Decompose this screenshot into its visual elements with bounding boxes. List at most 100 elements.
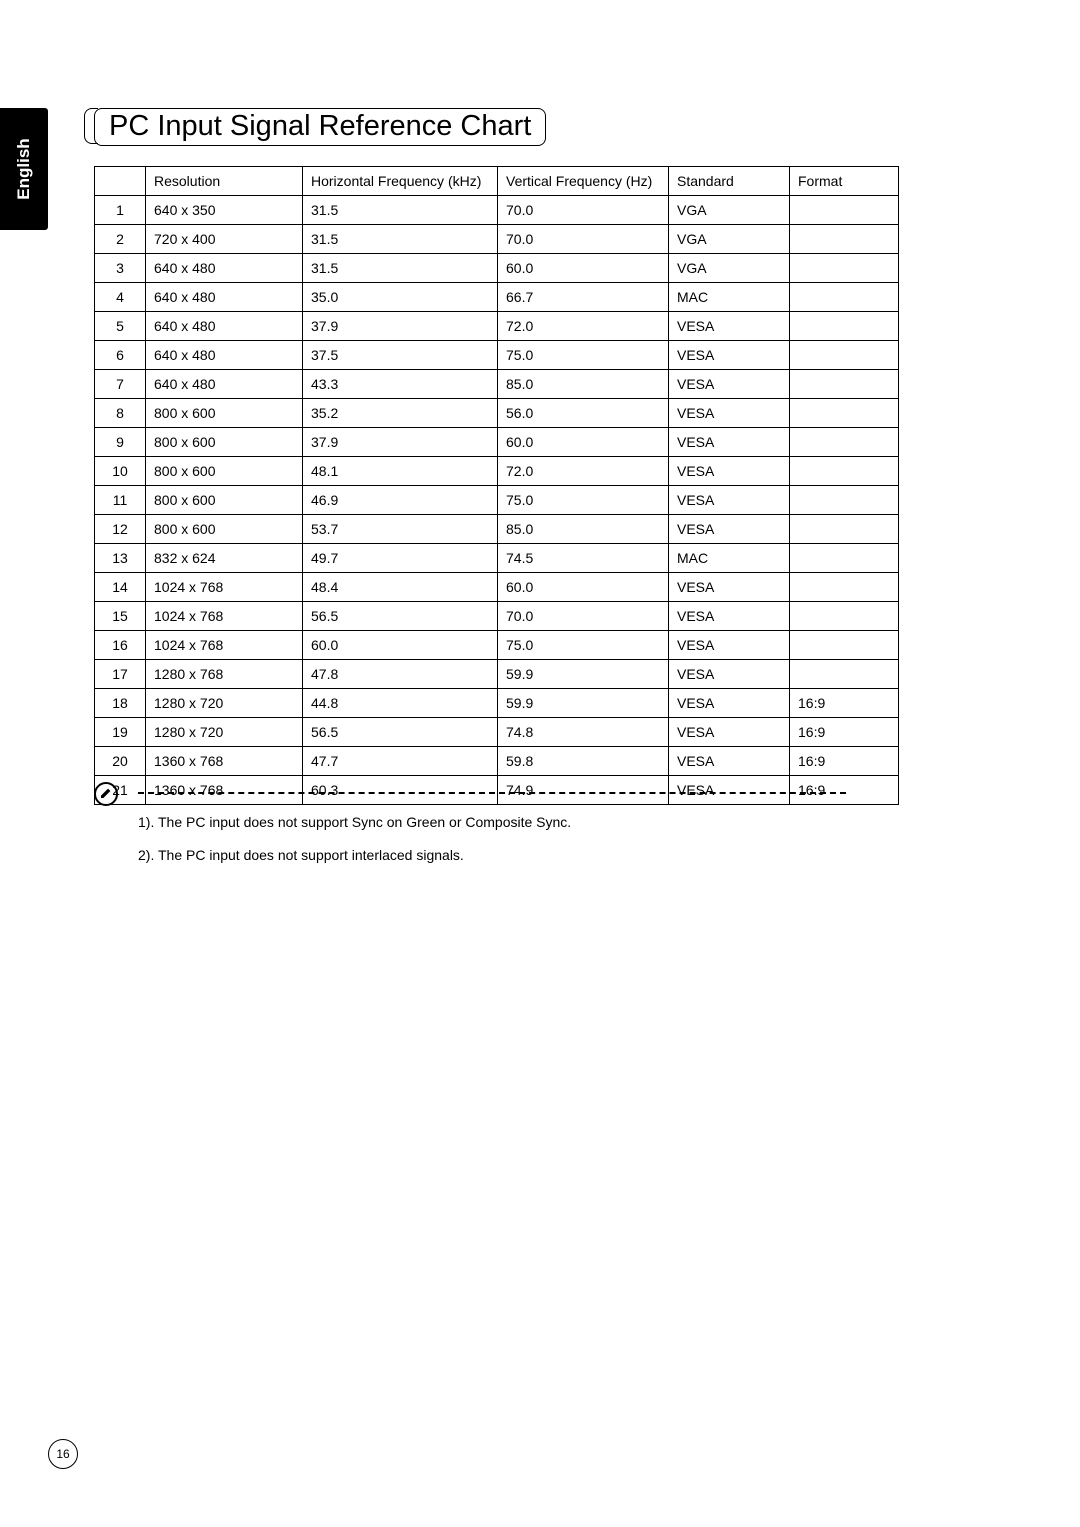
- table-cell: 16:9: [790, 718, 899, 747]
- table-cell: 31.5: [303, 254, 498, 283]
- table-cell: VESA: [669, 312, 790, 341]
- table-body: 1640 x 35031.570.0VGA2720 x 40031.570.0V…: [95, 196, 899, 805]
- table-cell: 12: [95, 515, 146, 544]
- table-row: 211360 x 76860.374.9VESA16:9: [95, 776, 899, 805]
- table-cell: 74.9: [498, 776, 669, 805]
- table-cell: 8: [95, 399, 146, 428]
- table-row: 1640 x 35031.570.0VGA: [95, 196, 899, 225]
- table-cell: [790, 370, 899, 399]
- table-row: 9800 x 60037.960.0VESA: [95, 428, 899, 457]
- table-cell: 47.8: [303, 660, 498, 689]
- table-cell: 5: [95, 312, 146, 341]
- table-cell: VGA: [669, 196, 790, 225]
- table-row: 141024 x 76848.460.0VESA: [95, 573, 899, 602]
- table-cell: 4: [95, 283, 146, 312]
- table-cell: [790, 457, 899, 486]
- table-cell: VESA: [669, 776, 790, 805]
- table-cell: [790, 515, 899, 544]
- table-row: 13832 x 62449.774.5MAC: [95, 544, 899, 573]
- table-cell: 1280 x 720: [146, 689, 303, 718]
- table-cell: 43.3: [303, 370, 498, 399]
- table-cell: 11: [95, 486, 146, 515]
- table-row: 6640 x 48037.575.0VESA: [95, 341, 899, 370]
- table-cell: 640 x 480: [146, 312, 303, 341]
- page-number-wrap: 16: [48, 1439, 78, 1469]
- table-cell: 75.0: [498, 486, 669, 515]
- table-cell: VESA: [669, 370, 790, 399]
- table-cell: [790, 283, 899, 312]
- table-cell: [790, 312, 899, 341]
- table-cell: 640 x 480: [146, 341, 303, 370]
- page-number: 16: [48, 1439, 78, 1469]
- table-cell: 60.0: [498, 428, 669, 457]
- table-cell: 1280 x 768: [146, 660, 303, 689]
- table-cell: MAC: [669, 544, 790, 573]
- table-header-cell: Resolution: [146, 167, 303, 196]
- table-cell: 59.8: [498, 747, 669, 776]
- table-cell: 60.0: [303, 631, 498, 660]
- table-cell: 640 x 350: [146, 196, 303, 225]
- table-row: 181280 x 72044.859.9VESA16:9: [95, 689, 899, 718]
- table-cell: [790, 341, 899, 370]
- table-cell: [790, 602, 899, 631]
- table-cell: 720 x 400: [146, 225, 303, 254]
- table-cell: VESA: [669, 602, 790, 631]
- table-cell: 46.9: [303, 486, 498, 515]
- table-row: 191280 x 72056.574.8VESA16:9: [95, 718, 899, 747]
- table-cell: 70.0: [498, 225, 669, 254]
- table-cell: [790, 428, 899, 457]
- page-title: PC Input Signal Reference Chart: [94, 108, 546, 146]
- table-cell: 13: [95, 544, 146, 573]
- table-cell: 640 x 480: [146, 370, 303, 399]
- table-cell: 1360 x 768: [146, 747, 303, 776]
- signal-reference-table: ResolutionHorizontal Frequency (kHz)Vert…: [94, 166, 899, 805]
- table-cell: 18: [95, 689, 146, 718]
- table-row: 171280 x 76847.859.9VESA: [95, 660, 899, 689]
- table-header-cell: Vertical Frequency (Hz): [498, 167, 669, 196]
- table-cell: MAC: [669, 283, 790, 312]
- table-cell: 72.0: [498, 457, 669, 486]
- table-cell: 1024 x 768: [146, 573, 303, 602]
- table-cell: 800 x 600: [146, 399, 303, 428]
- table-cell: [790, 660, 899, 689]
- table-cell: 74.5: [498, 544, 669, 573]
- table-header-cell: Horizontal Frequency (kHz): [303, 167, 498, 196]
- table-cell: 48.1: [303, 457, 498, 486]
- table-cell: [790, 573, 899, 602]
- table-cell: 20: [95, 747, 146, 776]
- table-cell: VESA: [669, 660, 790, 689]
- table-row: 2720 x 40031.570.0VGA: [95, 225, 899, 254]
- table-cell: 60.0: [498, 254, 669, 283]
- table-cell: 16:9: [790, 776, 899, 805]
- table-row: 12800 x 60053.785.0VESA: [95, 515, 899, 544]
- table-header-row: ResolutionHorizontal Frequency (kHz)Vert…: [95, 167, 899, 196]
- table-cell: 1024 x 768: [146, 602, 303, 631]
- table-cell: VESA: [669, 341, 790, 370]
- table-cell: 1024 x 768: [146, 631, 303, 660]
- table-cell: 60.3: [303, 776, 498, 805]
- table-cell: [790, 225, 899, 254]
- table-cell: 16:9: [790, 747, 899, 776]
- table-cell: 10: [95, 457, 146, 486]
- table-cell: VESA: [669, 428, 790, 457]
- table-cell: VESA: [669, 457, 790, 486]
- table-cell: VESA: [669, 486, 790, 515]
- table-cell: 56.5: [303, 602, 498, 631]
- note-pencil-icon: [94, 782, 118, 811]
- table-cell: 1: [95, 196, 146, 225]
- table-cell: 640 x 480: [146, 254, 303, 283]
- table-row: 161024 x 76860.075.0VESA: [95, 631, 899, 660]
- table-row: 5640 x 48037.972.0VESA: [95, 312, 899, 341]
- table-cell: 66.7: [498, 283, 669, 312]
- table-cell: VESA: [669, 718, 790, 747]
- table-cell: 74.8: [498, 718, 669, 747]
- table-cell: 14: [95, 573, 146, 602]
- table-cell: 6: [95, 341, 146, 370]
- table-cell: 37.5: [303, 341, 498, 370]
- table-cell: 35.2: [303, 399, 498, 428]
- table-row: 201360 x 76847.759.8VESA16:9: [95, 747, 899, 776]
- language-tab: English: [0, 108, 48, 230]
- table-cell: 7: [95, 370, 146, 399]
- table-cell: 56.0: [498, 399, 669, 428]
- table-cell: 75.0: [498, 341, 669, 370]
